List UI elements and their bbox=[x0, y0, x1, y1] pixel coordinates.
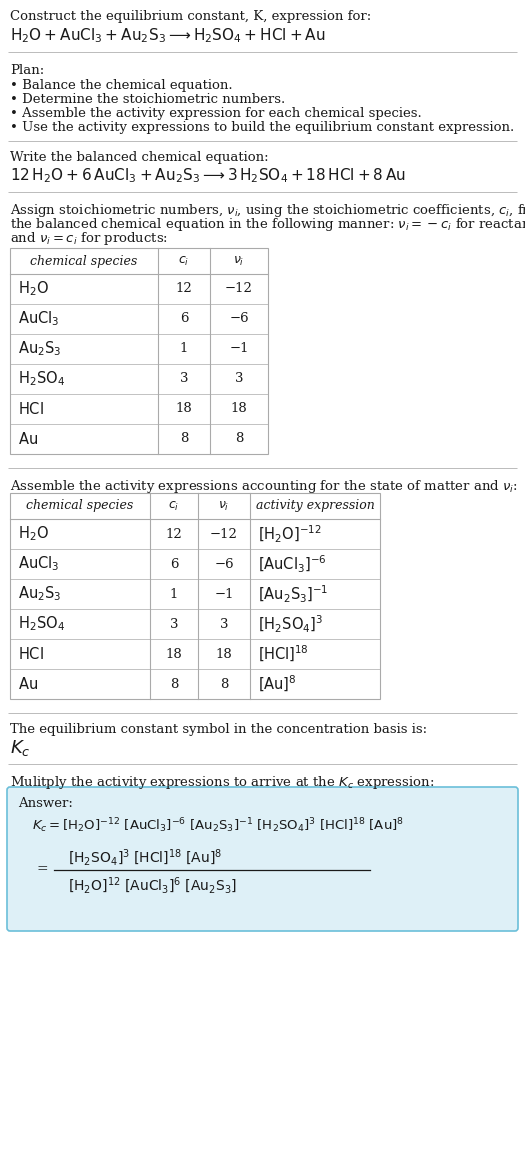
Text: Assemble the activity expressions accounting for the state of matter and $\mathi: Assemble the activity expressions accoun… bbox=[10, 478, 518, 496]
Text: $\mathsf{HCl}$: $\mathsf{HCl}$ bbox=[18, 401, 44, 417]
Text: chemical species: chemical species bbox=[26, 499, 134, 513]
Text: 8: 8 bbox=[220, 677, 228, 690]
Text: $\mathsf{[H_2O]^{12}\ [AuCl_3]^6\ [Au_2S_3]}$: $\mathsf{[H_2O]^{12}\ [AuCl_3]^6\ [Au_2S… bbox=[68, 876, 237, 897]
Text: $\mathsf{H_2SO_4}$: $\mathsf{H_2SO_4}$ bbox=[18, 614, 65, 633]
Text: $\mathsf{H_2O + AuCl_3 + Au_2S_3 \longrightarrow H_2SO_4 + HCl + Au}$: $\mathsf{H_2O + AuCl_3 + Au_2S_3 \longri… bbox=[10, 26, 326, 44]
Text: $\mathsf{HCl}$: $\mathsf{HCl}$ bbox=[18, 646, 44, 662]
Text: Construct the equilibrium constant, K, expression for:: Construct the equilibrium constant, K, e… bbox=[10, 10, 371, 23]
Text: −1: −1 bbox=[229, 343, 249, 356]
Text: 8: 8 bbox=[180, 433, 188, 445]
Text: $\mathsf{H_2SO_4}$: $\mathsf{H_2SO_4}$ bbox=[18, 370, 65, 388]
Text: $\mathsf{[H_2O]^{-12}}$: $\mathsf{[H_2O]^{-12}}$ bbox=[258, 524, 322, 545]
Bar bbox=[10, 493, 380, 698]
Bar bbox=[10, 248, 268, 454]
Text: 18: 18 bbox=[176, 402, 192, 415]
Text: activity expression: activity expression bbox=[256, 499, 374, 513]
Text: $\mathsf{[Au]^{8}}$: $\mathsf{[Au]^{8}}$ bbox=[258, 674, 297, 694]
Text: 1: 1 bbox=[170, 588, 178, 600]
Text: 8: 8 bbox=[170, 677, 178, 690]
Text: $\mathsf{[Au_2S_3]^{-1}}$: $\mathsf{[Au_2S_3]^{-1}}$ bbox=[258, 583, 329, 604]
Text: 8: 8 bbox=[235, 433, 243, 445]
Text: 6: 6 bbox=[180, 312, 188, 325]
Text: 12: 12 bbox=[165, 527, 182, 541]
Text: 6: 6 bbox=[170, 557, 179, 570]
Text: $\mathsf{Au}$: $\mathsf{Au}$ bbox=[18, 431, 38, 447]
Text: 1: 1 bbox=[180, 343, 188, 356]
Text: $\mathsf{AuCl_3}$: $\mathsf{AuCl_3}$ bbox=[18, 310, 59, 329]
Text: 3: 3 bbox=[220, 618, 228, 631]
Text: Mulitply the activity expressions to arrive at the $\mathit{K_c}$ expression:: Mulitply the activity expressions to arr… bbox=[10, 774, 434, 791]
Text: $\nu_i$: $\nu_i$ bbox=[218, 499, 229, 513]
Text: 18: 18 bbox=[230, 402, 247, 415]
Text: $\mathsf{[H_2SO_4]^3\ [HCl]^{18}\ [Au]^8}$: $\mathsf{[H_2SO_4]^3\ [HCl]^{18}\ [Au]^8… bbox=[68, 848, 222, 869]
Text: $c_i$: $c_i$ bbox=[178, 254, 190, 267]
Text: $\mathsf{[HCl]^{18}}$: $\mathsf{[HCl]^{18}}$ bbox=[258, 644, 309, 665]
Text: $\mathsf{[AuCl_3]^{-6}}$: $\mathsf{[AuCl_3]^{-6}}$ bbox=[258, 554, 327, 575]
Text: $\mathsf{[H_2SO_4]^{3}}$: $\mathsf{[H_2SO_4]^{3}}$ bbox=[258, 613, 323, 634]
Text: Plan:: Plan: bbox=[10, 64, 44, 77]
Text: • Balance the chemical equation.: • Balance the chemical equation. bbox=[10, 79, 233, 92]
Text: 3: 3 bbox=[170, 618, 179, 631]
Text: 18: 18 bbox=[216, 647, 233, 660]
Text: Answer:: Answer: bbox=[18, 798, 73, 810]
FancyBboxPatch shape bbox=[7, 787, 518, 930]
Text: 12: 12 bbox=[176, 282, 192, 295]
Text: $\mathsf{12\,H_2O + 6\,AuCl_3 + Au_2S_3 \longrightarrow 3\,H_2SO_4 + 18\,HCl + 8: $\mathsf{12\,H_2O + 6\,AuCl_3 + Au_2S_3 … bbox=[10, 166, 406, 184]
Text: • Use the activity expressions to build the equilibrium constant expression.: • Use the activity expressions to build … bbox=[10, 121, 514, 134]
Text: Assign stoichiometric numbers, $\mathit{\nu_i}$, using the stoichiometric coeffi: Assign stoichiometric numbers, $\mathit{… bbox=[10, 202, 525, 219]
Text: $\mathsf{H_2O}$: $\mathsf{H_2O}$ bbox=[18, 525, 49, 543]
Text: −12: −12 bbox=[225, 282, 253, 295]
Text: $\nu_i$: $\nu_i$ bbox=[233, 254, 245, 267]
Text: $\mathsf{AuCl_3}$: $\mathsf{AuCl_3}$ bbox=[18, 555, 59, 574]
Text: $\mathsf{Au_2S_3}$: $\mathsf{Au_2S_3}$ bbox=[18, 339, 61, 358]
Text: Write the balanced chemical equation:: Write the balanced chemical equation: bbox=[10, 152, 269, 164]
Text: the balanced chemical equation in the following manner: $\mathit{\nu_i} = -\math: the balanced chemical equation in the fo… bbox=[10, 216, 525, 233]
Text: $\mathsf{Au}$: $\mathsf{Au}$ bbox=[18, 676, 38, 691]
Text: and $\mathit{\nu_i} = \mathit{c_i}$ for products:: and $\mathit{\nu_i} = \mathit{c_i}$ for … bbox=[10, 230, 168, 247]
Text: $\mathit{K_c} = \mathsf{[H_2O]^{-12}\ [AuCl_3]^{-6}\ [Au_2S_3]^{-1}\ [H_2SO_4]^3: $\mathit{K_c} = \mathsf{[H_2O]^{-12}\ [A… bbox=[32, 816, 404, 835]
Text: • Determine the stoichiometric numbers.: • Determine the stoichiometric numbers. bbox=[10, 93, 285, 106]
Text: $\mathsf{H_2O}$: $\mathsf{H_2O}$ bbox=[18, 280, 49, 298]
Text: −1: −1 bbox=[214, 588, 234, 600]
Text: The equilibrium constant symbol in the concentration basis is:: The equilibrium constant symbol in the c… bbox=[10, 723, 427, 736]
Text: 3: 3 bbox=[180, 372, 188, 386]
Text: −6: −6 bbox=[214, 557, 234, 570]
Text: $\mathit{K_c}$: $\mathit{K_c}$ bbox=[10, 738, 30, 758]
Text: 3: 3 bbox=[235, 372, 243, 386]
Text: −12: −12 bbox=[210, 527, 238, 541]
Text: $c_i$: $c_i$ bbox=[169, 499, 180, 513]
Text: 18: 18 bbox=[165, 647, 182, 660]
Text: −6: −6 bbox=[229, 312, 249, 325]
Text: chemical species: chemical species bbox=[30, 254, 138, 267]
Text: =: = bbox=[37, 862, 49, 876]
Text: • Assemble the activity expression for each chemical species.: • Assemble the activity expression for e… bbox=[10, 107, 422, 120]
Text: $\mathsf{Au_2S_3}$: $\mathsf{Au_2S_3}$ bbox=[18, 584, 61, 603]
